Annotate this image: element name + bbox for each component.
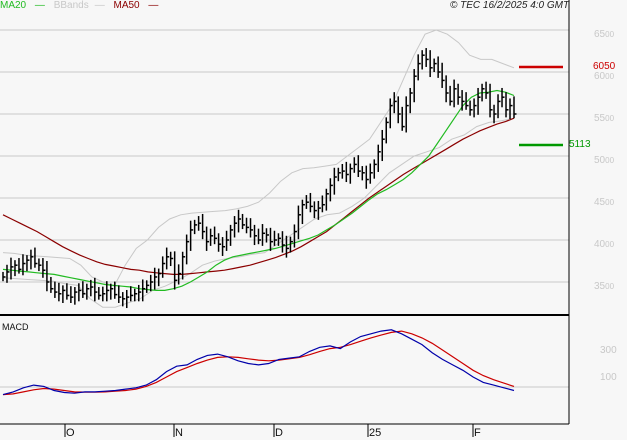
macd-panel-title: MACD bbox=[2, 322, 29, 332]
ohlc-bars bbox=[2, 48, 517, 309]
bollinger-upper-line bbox=[2, 29, 515, 287]
y-label-5500: 5500 bbox=[594, 113, 615, 124]
legend-bbands: BBands — bbox=[53, 0, 105, 11]
legend-bbands-label: BBands bbox=[53, 0, 89, 11]
x-label-oct: O bbox=[66, 427, 75, 439]
bollinger-lower-line bbox=[2, 117, 515, 308]
y-label-3500: 3500 bbox=[594, 281, 615, 292]
ma50-line bbox=[2, 117, 515, 275]
y-label-4500: 4500 bbox=[594, 197, 615, 208]
macd-line bbox=[2, 329, 515, 396]
copyright-text: © TEC 16/2/2025 4:0 GMT bbox=[450, 0, 570, 11]
y-label-6000: 6000 bbox=[594, 71, 615, 82]
resistance-level-label: 6050 bbox=[593, 61, 616, 72]
legend-ma20-label: MA20 bbox=[0, 0, 27, 11]
y-label-6500: 6500 bbox=[594, 29, 615, 40]
x-axis-ticks bbox=[64, 424, 474, 437]
y-label-4000: 4000 bbox=[594, 239, 615, 250]
x-label-2025: 25 bbox=[369, 427, 382, 439]
x-label-dec: D bbox=[275, 427, 283, 439]
macd-y-label-300: 300 bbox=[600, 345, 617, 356]
ma20-line bbox=[2, 89, 515, 291]
legend-ma50-label: MA50 bbox=[113, 0, 140, 11]
x-label-nov: N bbox=[175, 427, 183, 439]
legend-ma20: MA20 — bbox=[0, 0, 45, 11]
x-label-feb: F bbox=[474, 427, 481, 439]
price-gridlines bbox=[0, 29, 569, 283]
legend-ma50: MA50 — bbox=[113, 0, 159, 11]
y-label-5000: 5000 bbox=[594, 155, 615, 166]
support-level-label: 5113 bbox=[569, 139, 591, 150]
macd-y-label-100: 100 bbox=[600, 372, 617, 383]
chart-legend: MA20 — BBands — MA50 — bbox=[0, 0, 164, 12]
